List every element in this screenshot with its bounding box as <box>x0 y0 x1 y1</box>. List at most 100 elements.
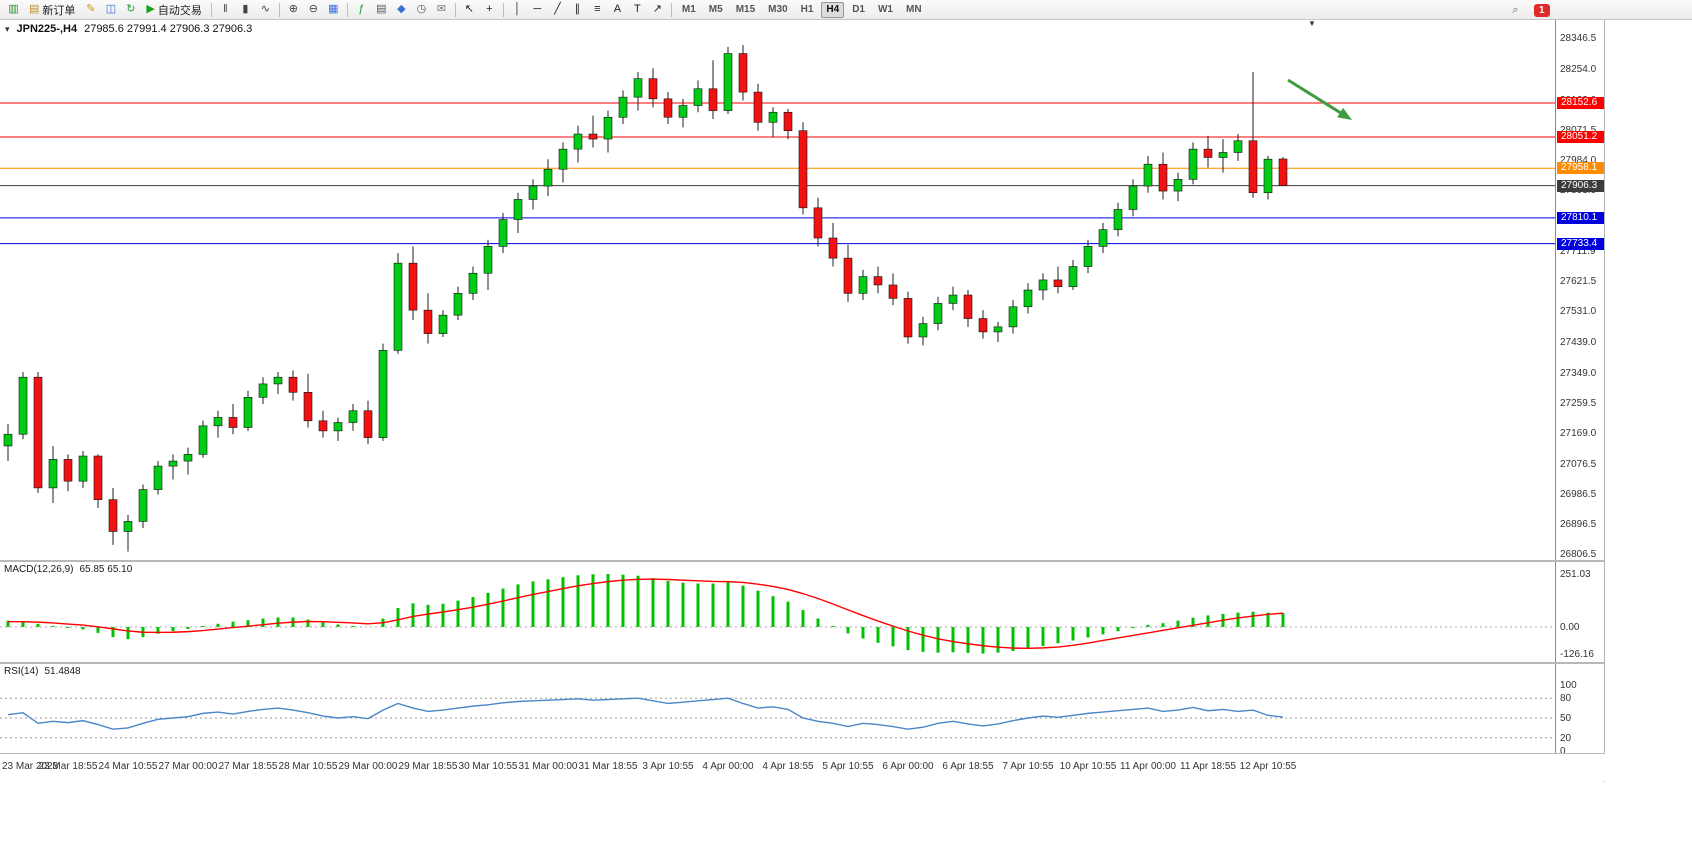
auto-trading-button[interactable]: ▶ 自动交易 <box>141 1 206 18</box>
new-order-button[interactable]: ▤ 新订单 <box>24 1 80 18</box>
candle <box>993 321 1003 342</box>
refresh-icon[interactable]: ↻ <box>121 1 140 18</box>
candle <box>813 197 823 247</box>
candle <box>348 404 358 431</box>
macd-axis[interactable]: 251.03 0.00 -126.16 <box>1557 562 1605 662</box>
timeframe-h1-button[interactable]: H1 <box>800 4 814 15</box>
time-tick: 4 Apr 18:55 <box>762 761 814 772</box>
trendline-icon[interactable]: ╱ <box>548 1 567 18</box>
candle <box>948 286 958 311</box>
tile-windows-icon[interactable]: ▦ <box>324 1 343 18</box>
time-tick: 29 Mar 18:55 <box>398 761 458 772</box>
fibonacci-icon: ≡ <box>594 3 601 15</box>
time-tick: 31 Mar 00:00 <box>518 761 578 772</box>
vertical-line-icon[interactable]: │ <box>508 1 527 18</box>
zoom-in-icon[interactable]: ⊕ <box>284 1 303 18</box>
candle <box>1008 300 1018 334</box>
timeframe-m30-button[interactable]: M30 <box>768 4 788 15</box>
objects-dropdown-icon[interactable]: ◆ <box>392 1 411 18</box>
timeframe-w1-button[interactable]: W1 <box>877 4 893 15</box>
candle <box>1143 155 1153 193</box>
fibonacci-icon[interactable]: ≡ <box>588 1 607 18</box>
crosshair-icon[interactable]: + <box>480 1 499 18</box>
timeframe-m5-button[interactable]: M5 <box>708 4 723 15</box>
new-chart-icon[interactable]: ▥ <box>4 1 23 18</box>
search-icon[interactable]: ⌕ <box>1506 2 1525 19</box>
time-axis[interactable]: 23 Mar 2023 23 Mar 18:55 24 Mar 10:55 27 Ma… <box>0 754 1605 781</box>
time-tick: 28 Mar 10:55 <box>278 761 338 772</box>
candle <box>438 310 448 337</box>
market-watch-icon[interactable]: ◫ <box>101 1 120 18</box>
candlestick-chart-icon: ▮ <box>242 3 249 15</box>
candle <box>213 410 223 438</box>
candle <box>663 92 673 124</box>
candle <box>588 115 598 148</box>
candle <box>48 445 58 503</box>
play-icon: ▶ <box>146 3 155 15</box>
timeframe-m15-button[interactable]: M15 <box>735 4 756 15</box>
candle <box>228 404 238 435</box>
search-icon: ⌕ <box>1512 3 1519 16</box>
price-tick: 27711.9 <box>1560 245 1596 257</box>
time-tick: 24 Mar 10:55 <box>98 761 158 772</box>
candle <box>828 222 838 267</box>
timeframe-h4-button[interactable]: H4 <box>821 1 845 18</box>
indicators-icon[interactable]: ƒ <box>352 1 371 18</box>
metaeditor-icon[interactable]: ✎ <box>81 1 100 18</box>
templates-icon[interactable]: ✉ <box>432 1 451 18</box>
time-tick: 6 Apr 00:00 <box>882 761 934 772</box>
candle <box>693 80 703 113</box>
metaeditor-icon: ✎ <box>86 3 96 15</box>
candle <box>933 296 943 331</box>
candle <box>1023 283 1033 314</box>
zoom-out-icon[interactable]: ⊖ <box>304 1 323 18</box>
price-tag-27733.4: 27733.4 <box>1557 237 1604 250</box>
text-icon[interactable]: A <box>608 1 627 18</box>
timeframe-mn-button[interactable]: MN <box>905 4 922 15</box>
price-panel: ▾ JPN225-,H4 27985.6 27991.4 27906.3 279… <box>0 20 1605 560</box>
indicator-list-icon[interactable]: ▤ <box>372 1 391 18</box>
text-label-icon[interactable]: T <box>628 1 647 18</box>
rsi-tick: 100 <box>1560 680 1577 691</box>
candle <box>708 60 718 119</box>
price-axis[interactable]: 28346.528254.028162.028071.527984.027893… <box>1557 20 1605 560</box>
bar-chart-icon: ‖ <box>223 3 228 15</box>
candle <box>408 246 418 321</box>
candle <box>453 286 463 321</box>
candle <box>723 46 733 114</box>
market-watch-icon: ◫ <box>105 3 117 15</box>
candle <box>78 450 88 488</box>
arrow-annotation[interactable] <box>1287 78 1352 120</box>
line-chart-icon[interactable]: ∿ <box>256 1 275 18</box>
rsi-axis[interactable]: 100 80 50 20 0 <box>1557 664 1605 757</box>
period-clock-icon[interactable]: ◷ <box>412 1 431 18</box>
candle <box>528 179 538 210</box>
candle <box>1128 179 1138 217</box>
one-click-trading-toggle[interactable]: ▾ <box>5 24 10 34</box>
panel-separator-2[interactable] <box>0 662 1605 664</box>
macd-plot[interactable]: MACD(12,26,9) 65.85 65.10 <box>0 562 1556 662</box>
notification-badge[interactable]: 1 <box>1534 3 1550 17</box>
toolbar-separator <box>346 2 348 17</box>
price-tick: 27439.0 <box>1560 337 1597 349</box>
candle <box>648 68 658 108</box>
candle <box>573 125 583 163</box>
panel-separator-1[interactable] <box>0 560 1605 562</box>
price-tick: 26986.5 <box>1560 489 1597 501</box>
candlestick-chart-icon[interactable]: ▮ <box>236 1 255 18</box>
candle <box>918 316 928 346</box>
candle <box>468 266 478 301</box>
cursor-icon[interactable]: ↖ <box>460 1 479 18</box>
bar-chart-icon[interactable]: ‖ <box>216 1 235 18</box>
candle <box>378 343 388 441</box>
price-plot[interactable]: ▾ JPN225-,H4 27985.6 27991.4 27906.3 279… <box>0 20 1556 560</box>
crosshair-icon: + <box>486 3 493 15</box>
chart-shift-marker[interactable]: ▼ <box>1308 20 1316 28</box>
equidistant-channel-icon[interactable]: ∥ <box>568 1 587 18</box>
rsi-plot[interactable]: RSI(14) 51.4848 <box>0 664 1556 753</box>
candle <box>168 454 178 480</box>
horizontal-line-icon[interactable]: ─ <box>528 1 547 18</box>
timeframe-d1-button[interactable]: D1 <box>852 4 865 15</box>
timeframe-m1-button[interactable]: M1 <box>681 4 696 15</box>
arrows-tool-icon[interactable]: ↗ <box>648 1 667 18</box>
